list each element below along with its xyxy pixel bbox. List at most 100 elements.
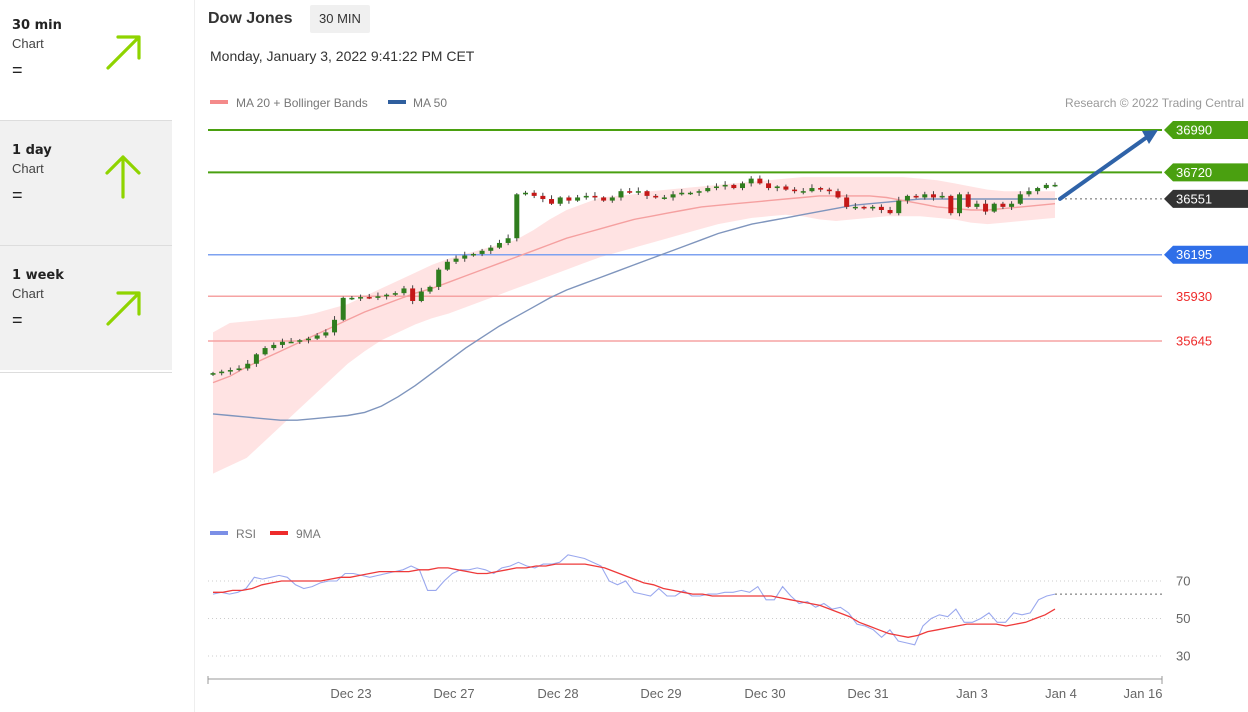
level-tag-36551 (1164, 189, 1248, 208)
target-arrow-head (1142, 130, 1158, 144)
candle-up (305, 338, 311, 341)
candle-up (696, 191, 702, 193)
card-divider (0, 245, 172, 246)
candle-up (401, 288, 407, 294)
candle-up (392, 293, 398, 295)
card-divider (0, 372, 172, 373)
level-tag-36195 (1164, 245, 1248, 264)
candle-up (505, 238, 511, 243)
card-status: = (12, 310, 23, 330)
candle-up (462, 255, 468, 259)
candle-up (635, 191, 641, 193)
x-axis-label: Dec 27 (433, 686, 474, 701)
card-status: = (12, 185, 23, 205)
candle-up (740, 183, 746, 189)
chart-datetime: Monday, January 3, 2022 9:41:22 PM CET (210, 48, 475, 64)
candle-up (618, 191, 624, 198)
candle-up (418, 291, 424, 301)
candle-down (887, 210, 893, 214)
candle-up (271, 344, 277, 349)
candle-up (679, 192, 685, 195)
candle-up (479, 250, 485, 254)
candle-down (913, 195, 919, 198)
x-axis-label: Dec 29 (640, 686, 681, 701)
level-label-36720: 36720 (1176, 165, 1212, 180)
ma20-line (212, 195, 1056, 384)
candle-down (878, 206, 884, 211)
candle-up (748, 178, 754, 184)
candle-up (609, 197, 615, 201)
card-period: 1 week (12, 268, 64, 283)
candle-up (800, 191, 806, 193)
candle-up (687, 192, 693, 195)
x-axis-label: Jan 16 (1123, 686, 1162, 701)
candle-down (757, 178, 763, 184)
candle-up (514, 194, 520, 239)
card-divider (0, 120, 172, 121)
x-axis-label: Dec 23 (330, 686, 371, 701)
candle-up (1026, 191, 1032, 195)
candle-up (870, 206, 876, 209)
arrow-up-icon (105, 155, 141, 199)
candle-up (1052, 184, 1058, 187)
candle-down (731, 184, 737, 189)
legend-swatch-ma20 (210, 100, 228, 104)
candle-up (358, 297, 364, 299)
card-period: 30 min (12, 18, 62, 33)
legend-swatch-ma50 (388, 100, 406, 104)
candle-down (540, 195, 546, 200)
x-axis-label: Dec 31 (847, 686, 888, 701)
candle-up (939, 195, 945, 198)
candle-up (470, 253, 476, 256)
candle-down (783, 186, 789, 190)
candle-up (288, 341, 294, 344)
card-sub: Chart (12, 36, 44, 51)
card-30-min[interactable]: 30 min Chart = (0, 0, 172, 124)
candle-up (922, 194, 928, 198)
candle-up (974, 203, 980, 207)
level-tag-36720 (1164, 163, 1248, 182)
candle-down (766, 183, 772, 189)
card-period: 1 day (12, 143, 52, 158)
panel-divider (194, 0, 195, 712)
candle-up (661, 197, 667, 199)
legend-swatch-rsi (210, 531, 228, 535)
target-arrow-shaft (1058, 133, 1152, 201)
rsi-line (212, 554, 1056, 646)
candle-up (852, 206, 858, 209)
candle-down (601, 197, 607, 201)
candle-up (227, 370, 233, 372)
candle-up (253, 354, 259, 364)
candle-down (1000, 203, 1006, 207)
candle-up (809, 188, 815, 192)
candle-down (566, 197, 572, 201)
candle-down (644, 191, 650, 196)
card-sub: Chart (12, 161, 44, 176)
candle-up (262, 348, 268, 355)
card-1-week[interactable]: 1 week Chart = (0, 246, 172, 370)
rsi-tick-label: 50 (1176, 611, 1190, 626)
candle-down (948, 195, 954, 214)
candle-up (774, 186, 780, 189)
ma50-line (212, 198, 1055, 421)
card-1-day[interactable]: 1 day Chart = (0, 121, 172, 245)
candle-down (844, 197, 850, 207)
legend-label-ma50: MA 50 (413, 96, 447, 110)
candle-up (1017, 194, 1023, 204)
candle-up (349, 297, 355, 300)
candle-down (653, 195, 659, 198)
candle-up (1035, 188, 1041, 192)
candle-up (496, 242, 502, 248)
candle-up (436, 269, 442, 287)
candle-up (340, 297, 346, 320)
level-label-36990: 36990 (1176, 123, 1212, 138)
x-axis-label: Jan 4 (1045, 686, 1077, 701)
legend-label-9ma: 9MA (296, 527, 321, 541)
interval-badge[interactable]: 30 MIN (310, 5, 370, 33)
x-axis-label: Jan 3 (956, 686, 988, 701)
candle-down (826, 189, 832, 192)
legend-label-ma20: MA 20 + Bollinger Bands (236, 96, 368, 110)
arrow-up-right-icon (106, 35, 141, 70)
candle-up (236, 368, 242, 371)
